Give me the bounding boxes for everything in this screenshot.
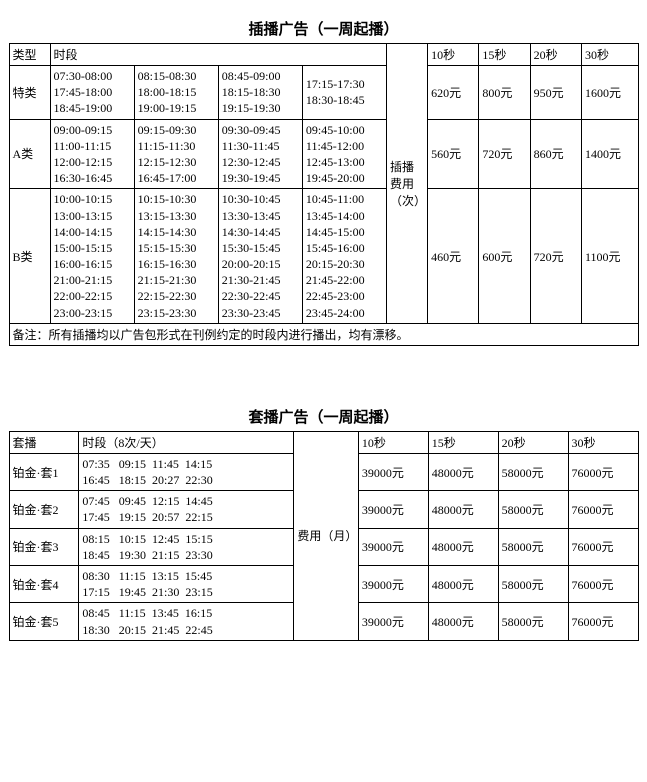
row-slot: 10:15-10:3013:15-13:3014:15-14:3015:15-1… [134, 189, 218, 324]
pkg-slots: 07:35 09:15 11:45 14:1516:45 18:15 20:27… [79, 453, 294, 490]
row-slot: 08:45-09:0018:15-18:3019:15-19:30 [218, 66, 302, 120]
row-slot: 10:45-11:0013:45-14:0014:45-15:0015:45-1… [302, 189, 386, 324]
table-row: A类 09:00-09:1511:00-11:1512:00-12:1516:3… [9, 119, 638, 189]
hdr-20s: 20秒 [530, 44, 581, 66]
price-10s: 39000元 [358, 565, 428, 602]
row-type: A类 [9, 119, 50, 189]
pkg-slots: 08:30 11:15 13:15 15:4517:15 19:45 21:30… [79, 565, 294, 602]
pkg-slots: 08:45 11:15 13:45 16:1518:30 20:15 21:45… [79, 603, 294, 640]
hdr-30s: 30秒 [568, 431, 638, 453]
hdr-30s: 30秒 [581, 44, 638, 66]
price-10s: 39000元 [358, 453, 428, 490]
price-15s: 48000元 [428, 528, 498, 565]
price-15s: 720元 [479, 119, 530, 189]
pkg-name: 铂金·套4 [9, 565, 79, 602]
row-slot: 07:30-08:0017:45-18:0018:45-19:00 [50, 66, 134, 120]
price-15s: 800元 [479, 66, 530, 120]
table2-header-row: 套播 时段（8次/天） 费用（月） 10秒 15秒 20秒 30秒 [9, 431, 638, 453]
price-20s: 860元 [530, 119, 581, 189]
pkg-slots: 07:45 09:45 12:15 14:4517:45 19:15 20:57… [79, 491, 294, 528]
row-type: 特类 [9, 66, 50, 120]
price-20s: 58000元 [498, 491, 568, 528]
price-10s: 620元 [428, 66, 479, 120]
price-10s: 39000元 [358, 528, 428, 565]
hdr-fee-label: 费用（月） [294, 431, 359, 640]
price-20s: 58000元 [498, 453, 568, 490]
table2: 套播 时段（8次/天） 费用（月） 10秒 15秒 20秒 30秒 铂金·套1 … [9, 431, 639, 641]
price-30s: 1400元 [581, 119, 638, 189]
price-10s: 460元 [428, 189, 479, 324]
price-15s: 48000元 [428, 565, 498, 602]
price-20s: 58000元 [498, 565, 568, 602]
row-slot: 10:00-10:1513:00-13:1514:00-14:1515:00-1… [50, 189, 134, 324]
price-10s: 39000元 [358, 603, 428, 640]
price-30s: 76000元 [568, 565, 638, 602]
row-slot: 08:15-08:3018:00-18:1519:00-19:15 [134, 66, 218, 120]
price-30s: 76000元 [568, 603, 638, 640]
hdr-20s: 20秒 [498, 431, 568, 453]
hdr-type: 类型 [9, 44, 50, 66]
price-30s: 1600元 [581, 66, 638, 120]
table1-header-row: 类型 时段 插播费用（次） 10秒 15秒 20秒 30秒 [9, 44, 638, 66]
hdr-pkg: 套播 [9, 431, 79, 453]
hdr-slots: 时段（8次/天） [79, 431, 294, 453]
price-30s: 1100元 [581, 189, 638, 324]
pkg-name: 铂金·套2 [9, 491, 79, 528]
hdr-slots: 时段 [50, 44, 387, 66]
row-slot: 09:30-09:4511:30-11:4512:30-12:4519:30-1… [218, 119, 302, 189]
price-30s: 76000元 [568, 528, 638, 565]
table-row: 特类 07:30-08:0017:45-18:0018:45-19:00 08:… [9, 66, 638, 120]
table1-title: 插播广告（一周起播） [8, 18, 639, 39]
pkg-name: 铂金·套5 [9, 603, 79, 640]
price-15s: 600元 [479, 189, 530, 324]
price-15s: 48000元 [428, 603, 498, 640]
row-slot: 09:45-10:0011:45-12:0012:45-13:0019:45-2… [302, 119, 386, 189]
table1-note-row: 备注：所有插播均以广告包形式在刊例约定的时段内进行播出，均有漂移。 [9, 323, 638, 345]
pkg-slots: 08:15 10:15 12:45 15:1518:45 19:30 21:15… [79, 528, 294, 565]
hdr-15s: 15秒 [479, 44, 530, 66]
hdr-10s: 10秒 [428, 44, 479, 66]
row-slot: 17:15-17:3018:30-18:45 [302, 66, 386, 120]
pkg-name: 铂金·套3 [9, 528, 79, 565]
price-10s: 39000元 [358, 491, 428, 528]
hdr-fee-label: 插播费用（次） [387, 44, 428, 324]
price-10s: 560元 [428, 119, 479, 189]
price-15s: 48000元 [428, 453, 498, 490]
price-20s: 720元 [530, 189, 581, 324]
hdr-10s: 10秒 [358, 431, 428, 453]
row-slot: 09:00-09:1511:00-11:1512:00-12:1516:30-1… [50, 119, 134, 189]
table1: 类型 时段 插播费用（次） 10秒 15秒 20秒 30秒 特类 07:30-0… [9, 43, 639, 346]
table2-title: 套播广告（一周起播） [8, 406, 639, 427]
row-slot: 10:30-10:4513:30-13:4514:30-14:4515:30-1… [218, 189, 302, 324]
table1-note: 备注：所有插播均以广告包形式在刊例约定的时段内进行播出，均有漂移。 [9, 323, 638, 345]
price-30s: 76000元 [568, 491, 638, 528]
price-30s: 76000元 [568, 453, 638, 490]
price-15s: 48000元 [428, 491, 498, 528]
row-slot: 09:15-09:3011:15-11:3012:15-12:3016:45-1… [134, 119, 218, 189]
price-20s: 58000元 [498, 528, 568, 565]
hdr-15s: 15秒 [428, 431, 498, 453]
pkg-name: 铂金·套1 [9, 453, 79, 490]
price-20s: 58000元 [498, 603, 568, 640]
table-row: B类 10:00-10:1513:00-13:1514:00-14:1515:0… [9, 189, 638, 324]
price-20s: 950元 [530, 66, 581, 120]
row-type: B类 [9, 189, 50, 324]
